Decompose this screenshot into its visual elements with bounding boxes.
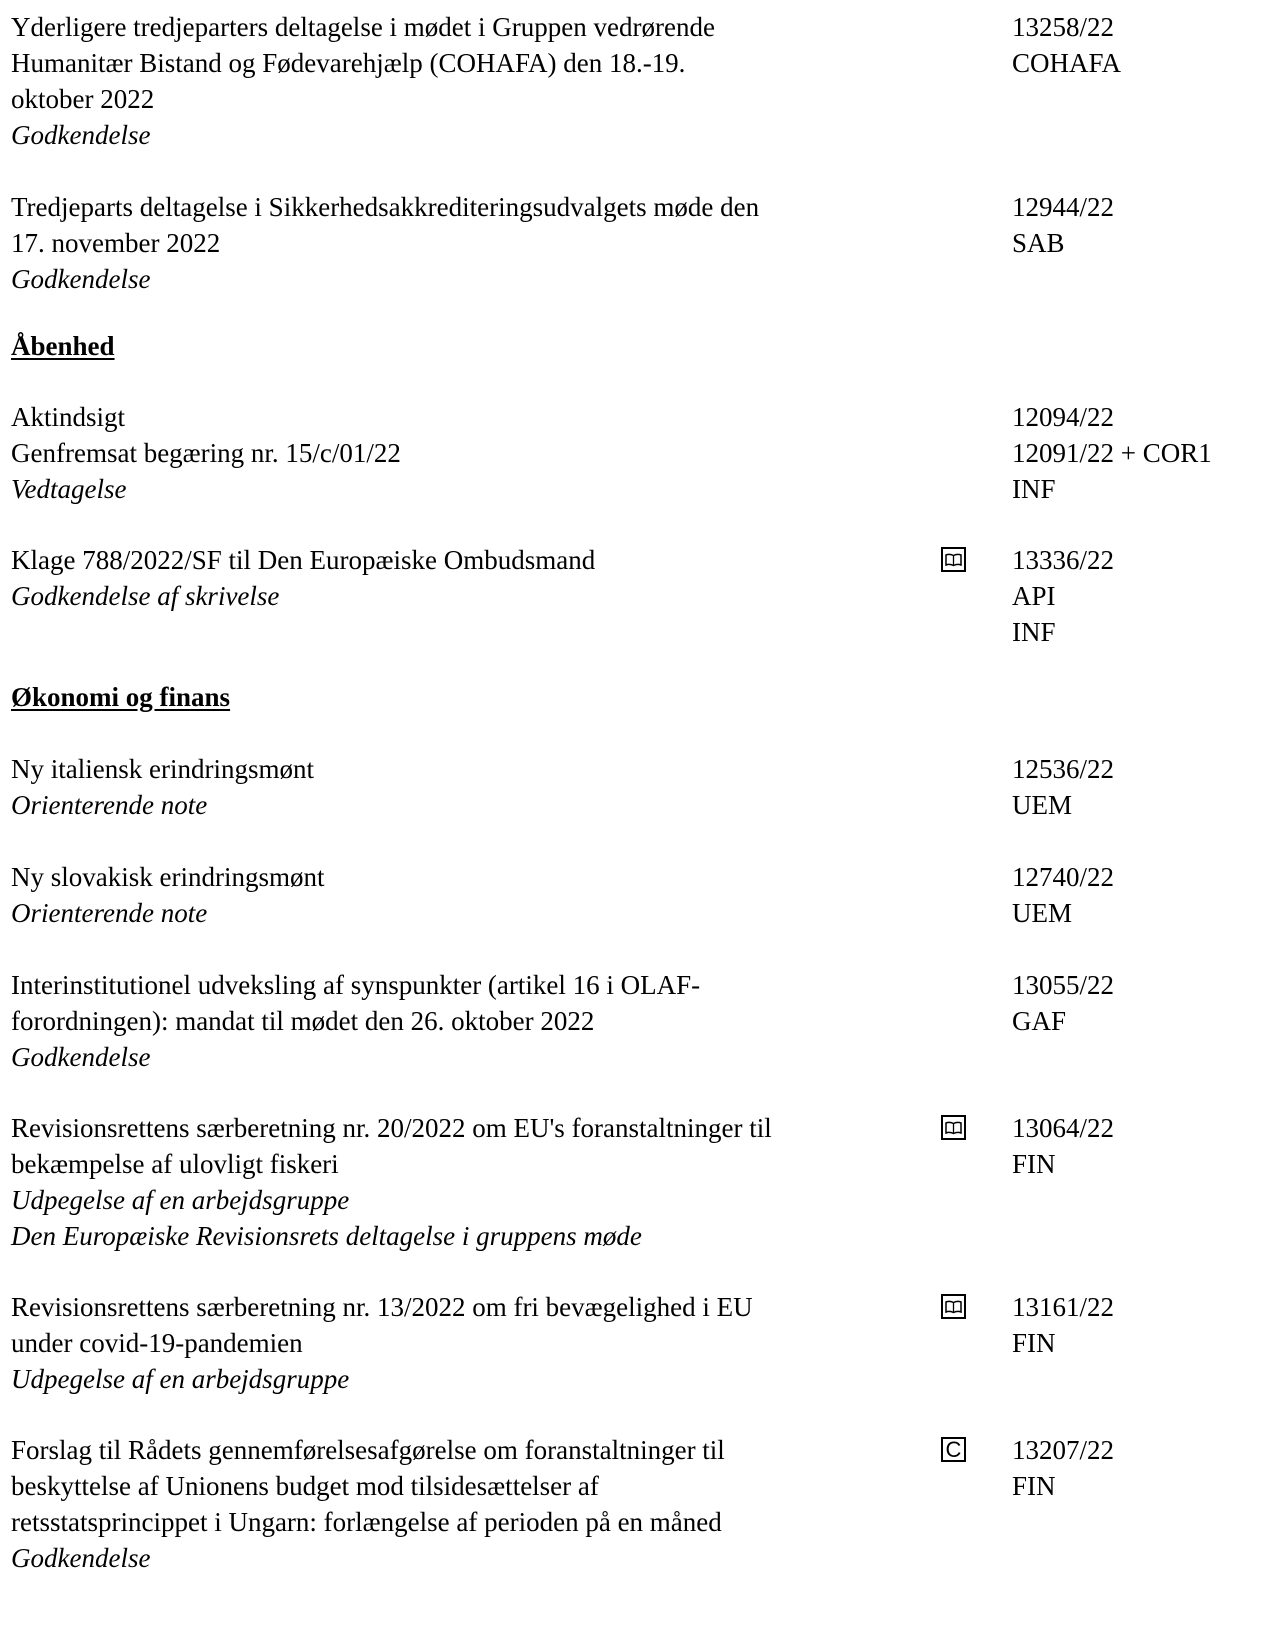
doc-reference: 13064/22 — [1012, 1113, 1115, 1143]
item-title-line: Forslag til Rådets gennemførelsesafgørel… — [11, 1435, 725, 1465]
item-title-line: forordningen): mandat til mødet den 26. … — [11, 1006, 595, 1036]
item-title-line: under covid-19-pandemien — [11, 1328, 303, 1358]
item-action: Godkendelse — [11, 1543, 151, 1573]
item-references: 13336/22 API INF — [1012, 542, 1272, 650]
item-description: Interinstitutionel udveksling af synspun… — [11, 967, 921, 1075]
item-action: Den Europæiske Revisionsrets deltagelse … — [11, 1221, 642, 1251]
item-action: Vedtagelse — [11, 474, 127, 504]
item-action: Godkendelse — [11, 120, 151, 150]
doc-reference: 12094/22 — [1012, 402, 1115, 432]
item-title-line: beskyttelse af Unionens budget mod tilsi… — [11, 1471, 599, 1501]
section-heading: Åbenhed — [11, 331, 115, 361]
item-action: Orienterende note — [11, 790, 208, 820]
item-title-line: bekæmpelse af ulovligt fiskeri — [11, 1149, 339, 1179]
doc-reference: 12740/22 — [1012, 862, 1115, 892]
item-title-line: retsstatsprincippet i Ungarn: forlængels… — [11, 1507, 722, 1537]
item-title-line: Revisionsrettens særberetning nr. 20/202… — [11, 1113, 772, 1143]
item-action: Godkendelse af skrivelse — [11, 581, 280, 611]
item-references: 12740/22 UEM — [1012, 859, 1272, 931]
item-description: Aktindsigt Genfremsat begæring nr. 15/c/… — [11, 399, 921, 507]
doc-reference: 13336/22 — [1012, 545, 1115, 575]
item-description: Revisionsrettens særberetning nr. 13/202… — [11, 1289, 921, 1397]
doc-reference: GAF — [1012, 1006, 1067, 1036]
item-title-line: Humanitær Bistand og Fødevarehjælp (COHA… — [11, 48, 686, 78]
item-references: 12536/22 UEM — [1012, 751, 1272, 823]
item-description: Ny slovakisk erindringsmønt Orienterende… — [11, 859, 921, 931]
item-description: Ny italiensk erindringsmønt Orienterende… — [11, 751, 921, 823]
doc-reference: SAB — [1012, 228, 1065, 258]
item-title-line: Tredjeparts deltagelse i Sikkerhedsakkre… — [11, 192, 760, 222]
doc-reference: 12944/22 — [1012, 192, 1115, 222]
doc-reference: COHAFA — [1012, 48, 1122, 78]
doc-reference: 13258/22 — [1012, 12, 1115, 42]
doc-reference: 12091/22 + COR1 — [1012, 438, 1212, 468]
item-references: 13258/22 COHAFA — [1012, 9, 1272, 81]
item-action: Godkendelse — [11, 264, 151, 294]
doc-reference: 12536/22 — [1012, 754, 1115, 784]
doc-reference: UEM — [1012, 898, 1072, 928]
item-title-line: Yderligere tredjeparters deltagelse i mø… — [11, 12, 715, 42]
doc-reference: UEM — [1012, 790, 1072, 820]
c-box-letter: C — [945, 1436, 962, 1462]
item-description: Revisionsrettens særberetning nr. 20/202… — [11, 1110, 921, 1254]
item-description: Forslag til Rådets gennemførelsesafgørel… — [11, 1432, 921, 1576]
doc-reference: FIN — [1012, 1149, 1056, 1179]
item-references: 12094/22 12091/22 + COR1 INF — [1012, 399, 1272, 507]
doc-reference: INF — [1012, 474, 1056, 504]
book-icon — [941, 1294, 966, 1319]
item-references: 13064/22 FIN — [1012, 1110, 1272, 1182]
item-action: Orienterende note — [11, 898, 208, 928]
item-title-line: Klage 788/2022/SF til Den Europæiske Omb… — [11, 545, 596, 575]
doc-reference: 13055/22 — [1012, 970, 1115, 1000]
doc-reference: 13161/22 — [1012, 1292, 1115, 1322]
item-title-line: oktober 2022 — [11, 84, 155, 114]
book-icon — [941, 547, 966, 572]
item-references: 13207/22 FIN — [1012, 1432, 1272, 1504]
item-title-line: Revisionsrettens særberetning nr. 13/202… — [11, 1292, 753, 1322]
item-title-line: 17. november 2022 — [11, 228, 221, 258]
item-title-line: Interinstitutionel udveksling af synspun… — [11, 970, 701, 1000]
item-title-line: Aktindsigt — [11, 402, 126, 432]
item-title-line: Genfremsat begæring nr. 15/c/01/22 — [11, 438, 401, 468]
item-action: Godkendelse — [11, 1042, 151, 1072]
doc-reference: API — [1012, 581, 1056, 611]
doc-reference: FIN — [1012, 1471, 1056, 1501]
item-description: Yderligere tredjeparters deltagelse i mø… — [11, 9, 921, 153]
item-action: Udpegelse af en arbejdsgruppe — [11, 1185, 350, 1215]
item-description: Tredjeparts deltagelse i Sikkerhedsakkre… — [11, 189, 921, 297]
item-references: 13055/22 GAF — [1012, 967, 1272, 1039]
item-references: 13161/22 FIN — [1012, 1289, 1272, 1361]
doc-reference: INF — [1012, 617, 1056, 647]
c-box-icon: C — [941, 1437, 966, 1462]
item-title-line: Ny italiensk erindringsmønt — [11, 754, 314, 784]
doc-reference: FIN — [1012, 1328, 1056, 1358]
book-icon — [941, 1115, 966, 1140]
item-action: Udpegelse af en arbejdsgruppe — [11, 1364, 350, 1394]
doc-reference: 13207/22 — [1012, 1435, 1115, 1465]
item-references: 12944/22 SAB — [1012, 189, 1272, 261]
section-heading: Økonomi og finans — [11, 682, 231, 712]
item-title-line: Ny slovakisk erindringsmønt — [11, 862, 325, 892]
item-description: Klage 788/2022/SF til Den Europæiske Omb… — [11, 542, 921, 614]
